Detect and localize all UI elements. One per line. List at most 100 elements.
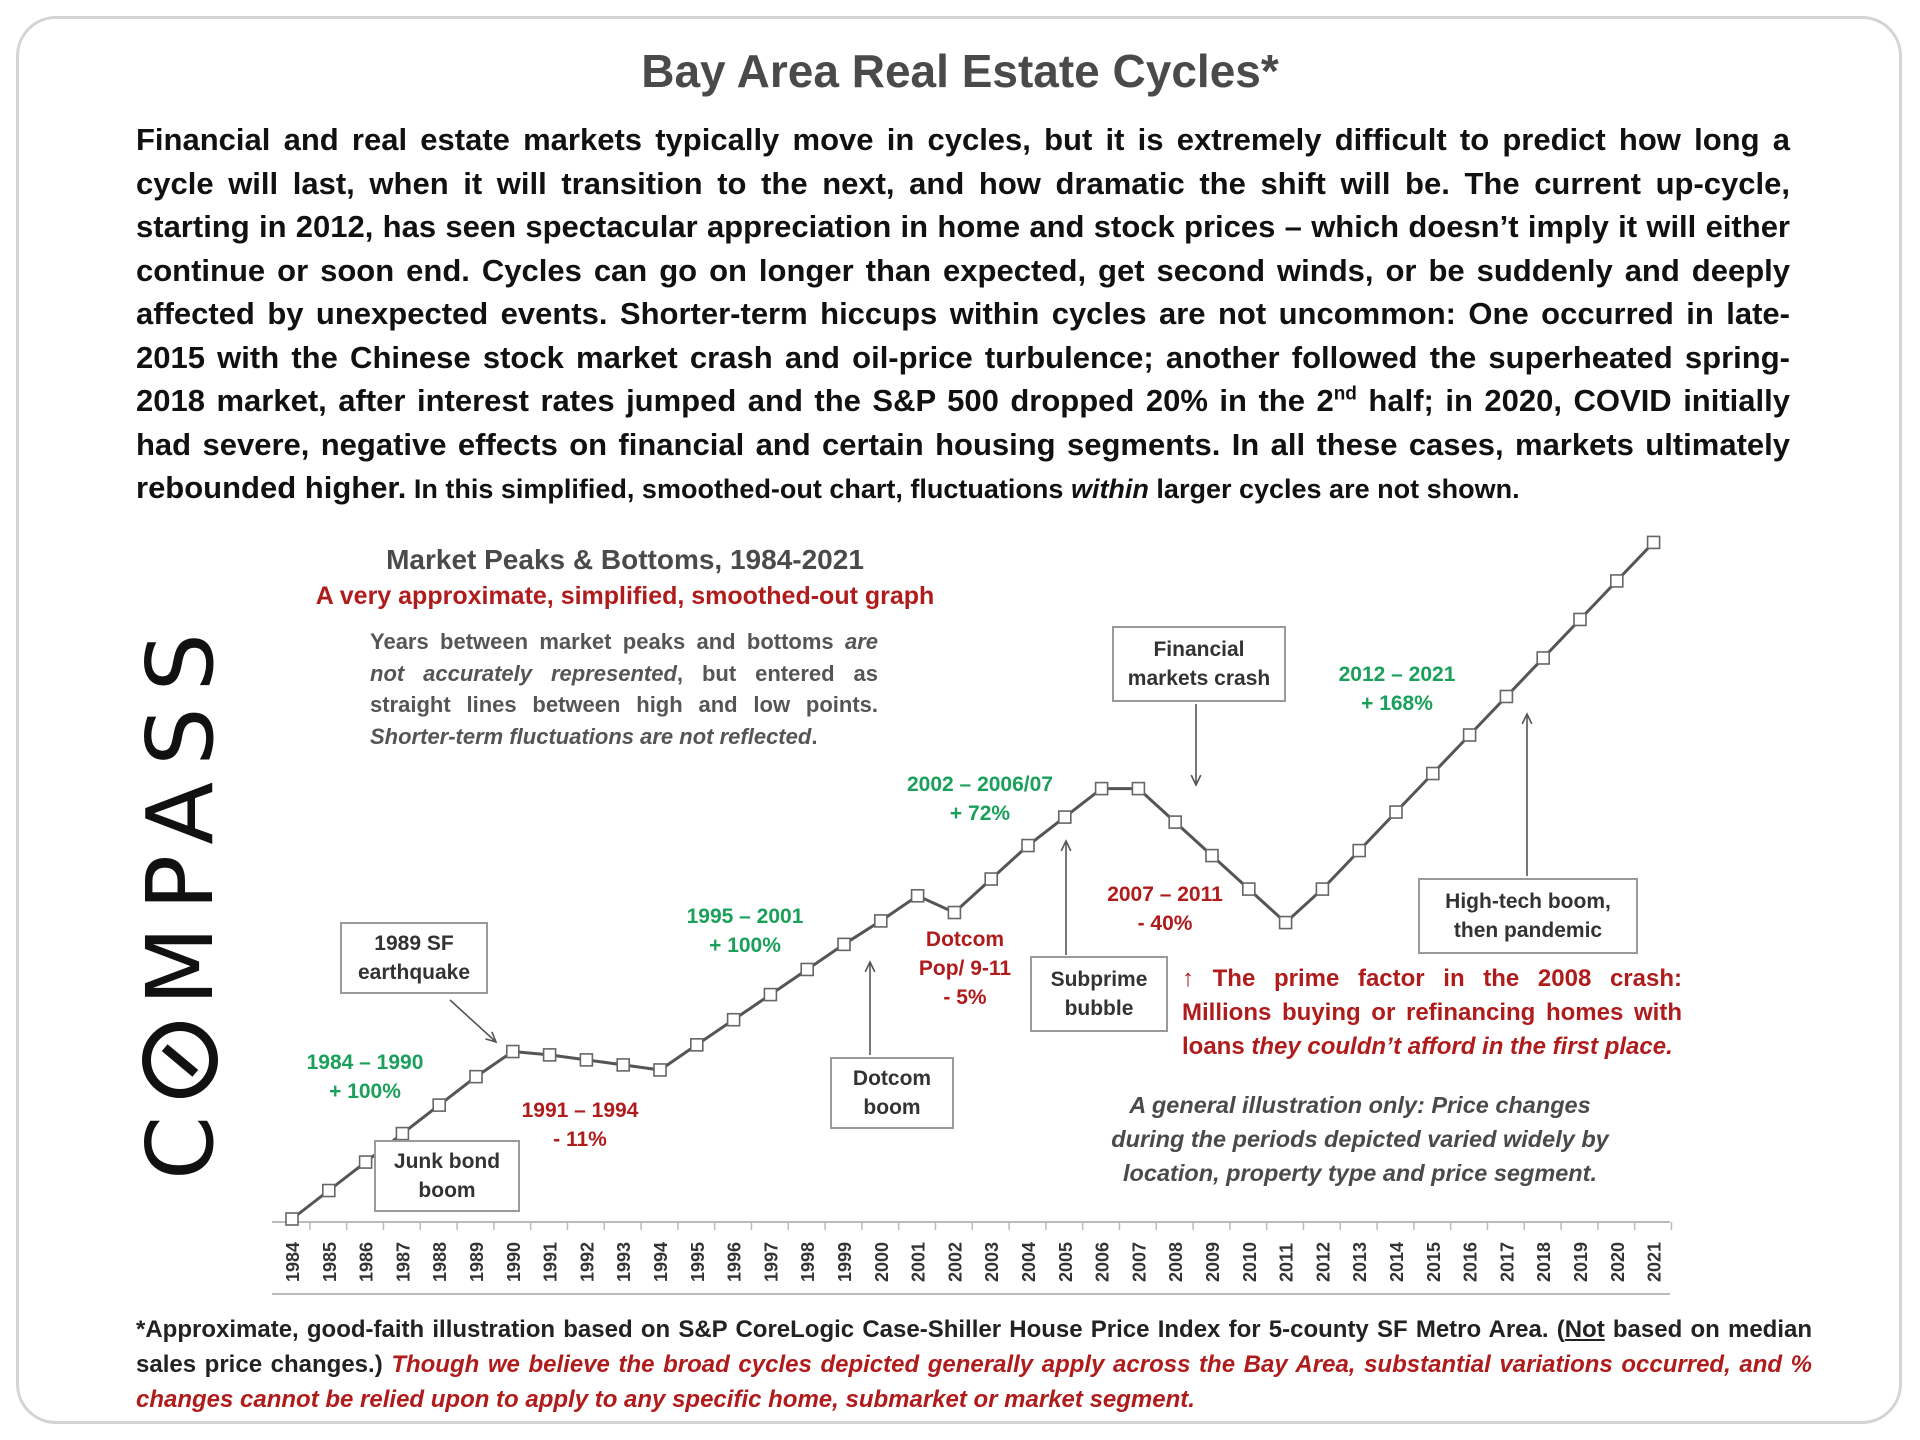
data-point-2004 <box>1021 838 1035 853</box>
data-point-2009 <box>1205 848 1219 863</box>
data-point-1998 <box>800 962 815 977</box>
data-point-2007 <box>1131 781 1146 796</box>
data-point-1985 <box>321 1183 336 1198</box>
data-point-1992 <box>579 1053 594 1067</box>
annotation-1984-line1: 1984 – 1990 <box>306 1051 424 1074</box>
annotation-1984-line2: + 100% <box>329 1080 401 1103</box>
x-tick-label-2011: 2011 <box>1277 1243 1297 1282</box>
footer-underline: Not <box>1564 1316 1605 1343</box>
annotation-dotcom-line3: - 5% <box>943 986 987 1009</box>
x-tick-label-2000: 2000 <box>872 1242 892 1282</box>
data-point-1999 <box>837 937 851 952</box>
note-c: . <box>811 723 818 749</box>
box-quake-line1: 1989 SF <box>374 932 454 955</box>
data-point-2002 <box>947 905 962 920</box>
arrow-subprime-head <box>1060 839 1072 852</box>
prime-factor-note: ↑ The prime factor in the 2008 crash: Mi… <box>1182 962 1682 1064</box>
data-point-2005 <box>1058 810 1072 824</box>
annotation-2002-line1: 2002 – 2006/07 <box>907 773 1053 796</box>
x-tick-label-2008: 2008 <box>1166 1242 1186 1282</box>
intro-text-1: Financial and real estate markets typica… <box>136 122 1790 418</box>
x-tick-label-1994: 1994 <box>651 1242 671 1282</box>
annotation-2007-line2: - 40% <box>1137 912 1193 935</box>
x-tick-label-2005: 2005 <box>1056 1242 1076 1282</box>
data-point-2018 <box>1536 651 1550 665</box>
data-point-1994 <box>653 1063 667 1077</box>
box-junk-line1: Junk bond <box>393 1150 501 1173</box>
x-tick-label-2002: 2002 <box>945 1242 965 1282</box>
chart-method-note: Years between market peaks and bottoms a… <box>370 626 878 752</box>
data-point-2010 <box>1242 882 1256 896</box>
box-subprime-bubble: Subprime bubble <box>1030 956 1168 1032</box>
x-tick-label-2017: 2017 <box>1497 1242 1517 1282</box>
x-tick-label-2018: 2018 <box>1534 1242 1554 1282</box>
data-point-2015 <box>1426 766 1440 781</box>
arrow-dotcom-head <box>864 960 876 973</box>
x-tick-label-1993: 1993 <box>614 1242 634 1282</box>
x-tick-label-2014: 2014 <box>1387 1242 1407 1282</box>
note-b: , but entered as straight lines between … <box>370 660 878 718</box>
box-junk-bond: Junk bond boom <box>374 1140 520 1212</box>
data-point-1993 <box>616 1058 631 1072</box>
x-tick-label-1998: 1998 <box>798 1242 818 1282</box>
x-tick-label-1988: 1988 <box>430 1242 450 1282</box>
x-tick-label-2016: 2016 <box>1461 1242 1481 1282</box>
x-tick-label-2015: 2015 <box>1424 1242 1444 1282</box>
x-tick-label-2001: 2001 <box>909 1242 929 1282</box>
note-italic-1: are not accurately represented <box>370 629 878 686</box>
data-point-2013 <box>1352 843 1366 858</box>
arrow-earthquake-head <box>485 1031 498 1044</box>
box-dotcom-boom: Dotcom boom <box>830 1057 954 1129</box>
x-axis-ticks <box>309 1222 1673 1230</box>
annotation-2007-line1: 2007 – 2011 <box>1107 883 1223 906</box>
up-arrow-icon: ↑ <box>1182 965 1194 992</box>
data-point-2019 <box>1573 612 1587 627</box>
box-subprime-line2: bubble <box>1064 997 1134 1020</box>
box-dotcom-line1: Dotcom <box>852 1067 932 1090</box>
annotation-dotcom-line2: Pop/ 9-11 <box>918 957 1012 980</box>
data-markers <box>285 535 1661 1226</box>
data-point-2017 <box>1499 689 1514 704</box>
footer-disclaimer: *Approximate, good-faith illustration ba… <box>136 1312 1812 1417</box>
box-hightech-line2: then pandemic <box>1453 919 1603 942</box>
x-tick-label-2020: 2020 <box>1608 1242 1628 1282</box>
x-tick-label-2006: 2006 <box>1093 1242 1113 1282</box>
box-subprime-line1: Subprime <box>1050 968 1148 991</box>
intro-small-a: In this simplified, smoothed-out chart, … <box>406 474 1071 504</box>
data-point-1990 <box>505 1044 520 1059</box>
general-illustration-note: A general illustration only: Price chang… <box>1111 1092 1609 1186</box>
arrow-fincrash-head <box>1190 774 1202 787</box>
x-tick-label-1996: 1996 <box>725 1242 745 1282</box>
box-financial-crash: Financial markets crash <box>1112 626 1286 702</box>
data-point-2020 <box>1610 574 1624 588</box>
x-tick-label-1984: 1984 <box>283 1242 303 1282</box>
annotation-1991-1994: 1991 – 1994 - 11% <box>505 1096 655 1154</box>
data-point-1997 <box>763 987 778 1002</box>
annotation-2012-line1: 2012 – 2021 <box>1338 663 1456 686</box>
chart-subtitle: A very approximate, simplified, smoothed… <box>315 582 935 610</box>
x-tick-label-2021: 2021 <box>1645 1242 1665 1282</box>
annotation-1991-line1: 1991 – 1994 <box>521 1099 639 1122</box>
data-point-2014 <box>1389 805 1403 819</box>
box-1989-earthquake: 1989 SF earthquake <box>340 922 488 994</box>
x-tick-labels: 1984 1985 1986 1987 1988 1989 1990 1991 1992 1993… <box>283 1242 1665 1282</box>
x-tick-label-2019: 2019 <box>1571 1242 1591 1282</box>
data-point-1996 <box>726 1012 741 1027</box>
data-point-2006 <box>1094 781 1109 796</box>
annotation-2002-line2: + 72% <box>949 802 1011 825</box>
data-point-1986 <box>358 1155 373 1169</box>
intro-small-b: larger cycles are not shown. <box>1148 474 1520 504</box>
annotation-dotcom-line1: Dotcom <box>925 928 1005 951</box>
x-tick-label-2003: 2003 <box>982 1242 1002 1282</box>
box-hightech-line1: High-tech boom, <box>1445 890 1611 913</box>
x-tick-label-1989: 1989 <box>467 1242 487 1282</box>
prime-italic: they couldn’t afford in the first place. <box>1251 1033 1673 1060</box>
x-tick-label-1997: 1997 <box>761 1242 781 1282</box>
data-point-1987 <box>395 1126 410 1141</box>
box-high-tech-boom: High-tech boom, then pandemic <box>1418 878 1638 954</box>
intro-paragraph: Financial and real estate markets typica… <box>136 118 1790 512</box>
x-tick-label-1990: 1990 <box>504 1242 524 1282</box>
intro-small-italic: within <box>1070 474 1149 504</box>
data-point-1991 <box>542 1048 557 1062</box>
